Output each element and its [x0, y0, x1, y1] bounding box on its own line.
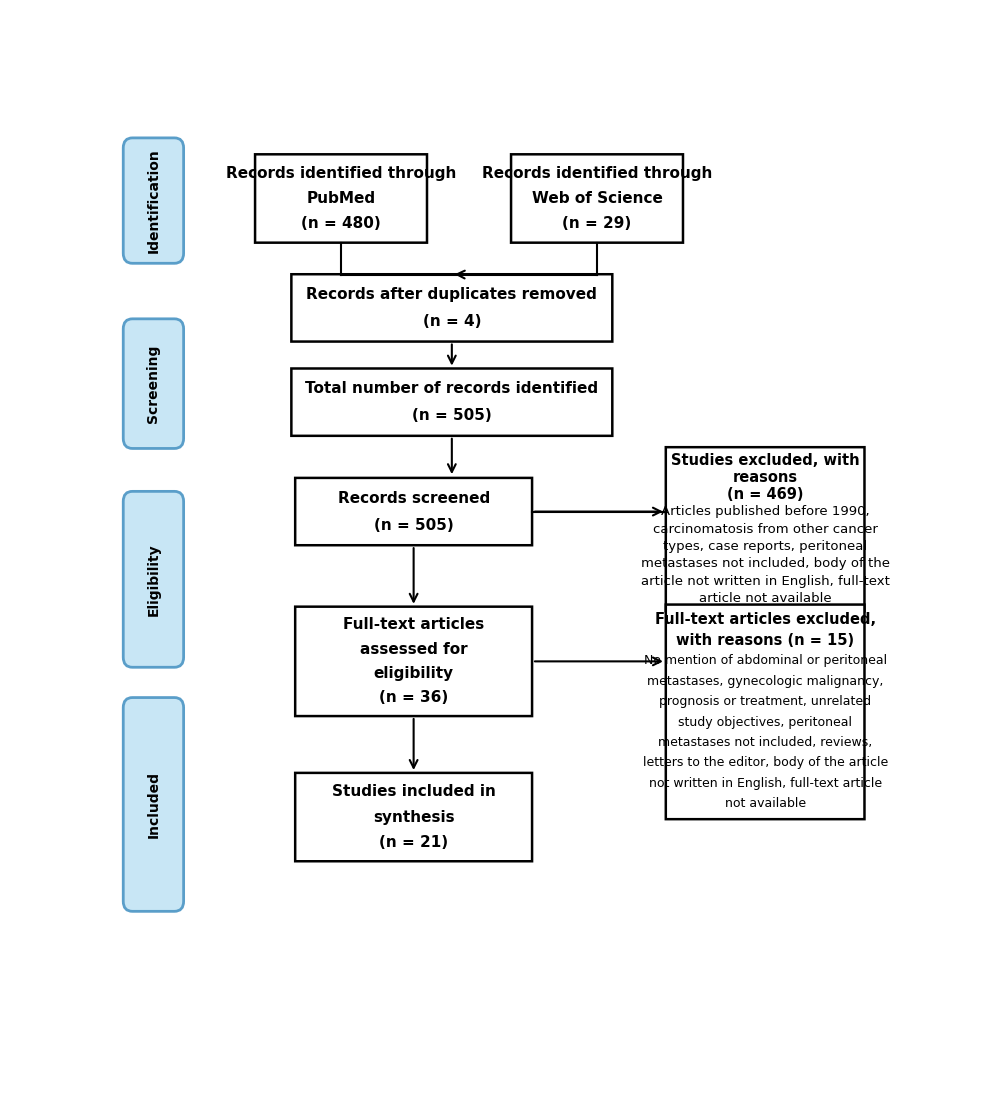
- FancyBboxPatch shape: [666, 447, 865, 611]
- Text: Studies excluded, with: Studies excluded, with: [670, 453, 860, 468]
- FancyBboxPatch shape: [123, 138, 183, 263]
- FancyBboxPatch shape: [123, 697, 183, 912]
- Text: eligibility: eligibility: [374, 666, 454, 681]
- Text: Studies included in: Studies included in: [331, 785, 496, 799]
- Text: not available: not available: [725, 798, 806, 810]
- Text: (n = 480): (n = 480): [301, 216, 381, 232]
- Text: Records screened: Records screened: [337, 491, 490, 506]
- Text: Full-text articles: Full-text articles: [343, 618, 484, 633]
- Text: PubMed: PubMed: [307, 191, 376, 205]
- Text: Records identified through: Records identified through: [226, 166, 457, 180]
- FancyBboxPatch shape: [666, 604, 865, 819]
- FancyBboxPatch shape: [292, 368, 612, 436]
- Text: metastases not included, reviews,: metastases not included, reviews,: [658, 736, 873, 749]
- Text: with reasons (n = 15): with reasons (n = 15): [676, 633, 854, 648]
- Text: carcinomatosis from other cancer: carcinomatosis from other cancer: [653, 522, 878, 536]
- Text: Eligibility: Eligibility: [147, 543, 161, 615]
- Text: study objectives, peritoneal: study objectives, peritoneal: [678, 716, 852, 729]
- FancyBboxPatch shape: [123, 492, 183, 667]
- Text: (n = 505): (n = 505): [412, 408, 492, 423]
- Text: Articles published before 1990,: Articles published before 1990,: [661, 505, 870, 518]
- Text: prognosis or treatment, unrelated: prognosis or treatment, unrelated: [659, 695, 872, 708]
- FancyBboxPatch shape: [255, 154, 427, 243]
- FancyBboxPatch shape: [295, 607, 532, 716]
- Text: synthesis: synthesis: [373, 810, 455, 824]
- Text: metastases, gynecologic malignancy,: metastases, gynecologic malignancy,: [647, 674, 883, 687]
- FancyBboxPatch shape: [295, 478, 532, 545]
- FancyBboxPatch shape: [295, 773, 532, 861]
- Text: Included: Included: [147, 771, 161, 838]
- Text: (n = 21): (n = 21): [379, 835, 449, 850]
- Text: reasons: reasons: [733, 470, 798, 485]
- Text: letters to the editor, body of the article: letters to the editor, body of the artic…: [643, 756, 887, 769]
- Text: (n = 4): (n = 4): [423, 314, 481, 329]
- Text: Records identified through: Records identified through: [482, 166, 712, 180]
- Text: assessed for: assessed for: [360, 642, 467, 657]
- Text: (n = 469): (n = 469): [727, 487, 804, 502]
- Text: metastases not included, body of the: metastases not included, body of the: [641, 557, 889, 571]
- Text: (n = 29): (n = 29): [562, 216, 632, 232]
- Text: Total number of records identified: Total number of records identified: [306, 381, 599, 396]
- Text: Screening: Screening: [147, 344, 161, 423]
- Text: Records after duplicates removed: Records after duplicates removed: [307, 287, 598, 302]
- FancyBboxPatch shape: [292, 274, 612, 341]
- Text: article not available: article not available: [699, 591, 831, 604]
- Text: article not written in English, full-text: article not written in English, full-tex…: [641, 575, 889, 588]
- Text: types, case reports, peritoneal: types, case reports, peritoneal: [663, 540, 868, 553]
- Text: (n = 36): (n = 36): [379, 691, 449, 705]
- Text: not written in English, full-text article: not written in English, full-text articl…: [649, 777, 881, 790]
- Text: Web of Science: Web of Science: [531, 191, 663, 205]
- Text: (n = 505): (n = 505): [374, 517, 454, 532]
- FancyBboxPatch shape: [511, 154, 683, 243]
- Text: No mention of abdominal or peritoneal: No mention of abdominal or peritoneal: [644, 655, 886, 667]
- Text: Full-text articles excluded,: Full-text articles excluded,: [655, 612, 876, 627]
- Text: Identification: Identification: [147, 149, 161, 252]
- FancyBboxPatch shape: [123, 319, 183, 448]
